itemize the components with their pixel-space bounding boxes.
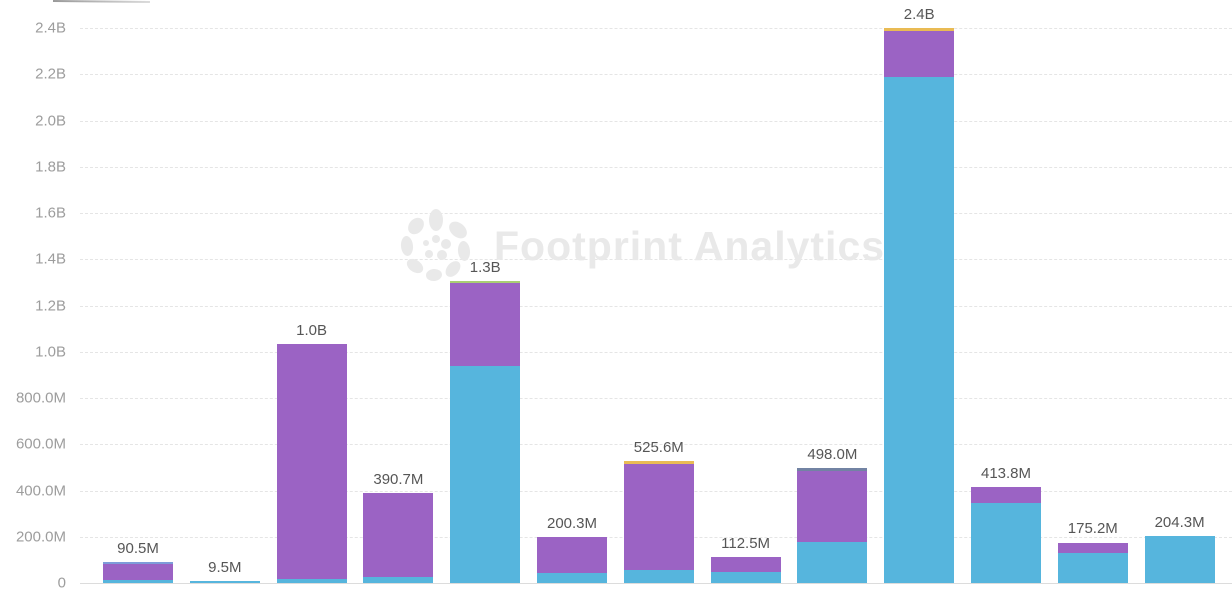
gridline xyxy=(80,351,1232,353)
bar-column[interactable] xyxy=(797,467,868,583)
gridline xyxy=(80,213,1232,214)
gridline xyxy=(80,74,1232,76)
y-tick-label: 800.0M xyxy=(15,389,66,407)
gridline xyxy=(80,398,1232,399)
bar-column[interactable] xyxy=(1057,542,1128,583)
bar-segment-blue[interactable] xyxy=(710,571,781,583)
bar-column[interactable] xyxy=(884,28,955,583)
bar-column[interactable] xyxy=(276,343,347,583)
bar-column[interactable] xyxy=(1144,535,1215,583)
bar-column[interactable] xyxy=(537,536,607,583)
bar-segment-green[interactable] xyxy=(450,281,521,284)
bar-column[interactable] xyxy=(710,557,781,583)
bar-column[interactable] xyxy=(623,461,694,583)
bar-segment-slate[interactable] xyxy=(797,467,868,472)
bar-segment-blue[interactable] xyxy=(1057,553,1128,583)
bar-value-label: 2.4B xyxy=(903,6,935,23)
bar-segment-yellow[interactable] xyxy=(623,461,694,465)
bar-value-label: 1.0B xyxy=(296,321,328,339)
bar-segment-purple[interactable] xyxy=(623,464,694,570)
bar-segment-blue[interactable] xyxy=(971,503,1041,583)
bar-value-label: 204.3M xyxy=(1154,513,1205,531)
bar-segment-purple[interactable] xyxy=(797,471,868,543)
bar-value-label: 200.3M xyxy=(546,514,598,532)
bar-value-label: 1.3B xyxy=(469,258,501,276)
bar-segment-purple[interactable] xyxy=(276,343,347,580)
bar-segment-blue[interactable] xyxy=(797,542,868,583)
bar-segment-blue[interactable] xyxy=(189,580,260,583)
y-tick-label: 2.2B xyxy=(35,65,66,83)
y-tick-label: 0 xyxy=(57,574,66,590)
bar-segment-blue[interactable] xyxy=(276,579,347,583)
bar-segment-yellow[interactable] xyxy=(884,28,955,32)
bar-segment-purple[interactable] xyxy=(1057,542,1128,554)
y-tick-label: 2.4B xyxy=(35,19,66,37)
bar-column[interactable] xyxy=(363,492,434,583)
gridline xyxy=(80,305,1232,307)
bar-value-label: 413.8M xyxy=(980,465,1032,483)
y-tick-label: 1.0B xyxy=(35,343,66,361)
bar-value-label: 90.5M xyxy=(117,540,159,558)
y-tick-label: 1.8B xyxy=(35,158,66,176)
bar-value-label: 112.5M xyxy=(721,534,771,552)
bar-value-label: 498.0M xyxy=(807,445,858,463)
gridline xyxy=(80,166,1232,168)
bar-segment-purple[interactable] xyxy=(537,536,607,574)
bar-segment-purple[interactable] xyxy=(103,563,173,580)
y-tick-label: 2.0B xyxy=(35,112,66,129)
bar-segment-purple[interactable] xyxy=(710,557,781,572)
bar-segment-blue[interactable] xyxy=(884,77,955,583)
gridline xyxy=(80,444,1232,446)
bar-column[interactable] xyxy=(103,562,173,583)
gridline xyxy=(80,259,1232,261)
bar-value-label: 175.2M xyxy=(1067,520,1118,538)
bar-segment-purple[interactable] xyxy=(971,487,1041,504)
bar-segment-blue[interactable] xyxy=(103,580,173,583)
y-tick-label: 600.0M xyxy=(15,435,66,453)
y-tick-label: 200.0M xyxy=(15,528,66,546)
bar-column[interactable] xyxy=(450,281,521,583)
bar-value-label: 390.7M xyxy=(373,470,424,488)
y-tick-label: 1.2B xyxy=(35,297,66,314)
bar-segment-purple[interactable] xyxy=(884,31,955,78)
bar-column[interactable] xyxy=(971,487,1041,583)
bar-segment-purple[interactable] xyxy=(450,283,521,366)
bar-segment-periwinkle[interactable] xyxy=(103,562,173,564)
bar-segment-blue[interactable] xyxy=(1144,535,1215,583)
bar-segment-blue[interactable] xyxy=(450,365,521,583)
bar-segment-blue[interactable] xyxy=(363,577,434,583)
bar-column[interactable] xyxy=(189,580,260,583)
y-tick-label: 1.6B xyxy=(35,204,66,222)
bar-segment-purple[interactable] xyxy=(363,492,434,578)
y-tick-label: 1.4B xyxy=(35,250,66,268)
x-axis-baseline xyxy=(80,583,1232,584)
y-tick-label: 400.0M xyxy=(15,482,66,499)
watermark-text: Footprint Analytics xyxy=(494,222,886,269)
bar-segment-blue[interactable] xyxy=(537,573,607,583)
bar-segment-blue[interactable] xyxy=(623,569,694,583)
bar-value-label: 525.6M xyxy=(633,439,684,457)
footprint-logo-icon xyxy=(400,209,471,282)
gridline xyxy=(80,120,1232,122)
bar-value-label: 9.5M xyxy=(208,558,242,576)
gridline xyxy=(80,28,1232,29)
cropped-ui-artifact xyxy=(52,0,150,4)
